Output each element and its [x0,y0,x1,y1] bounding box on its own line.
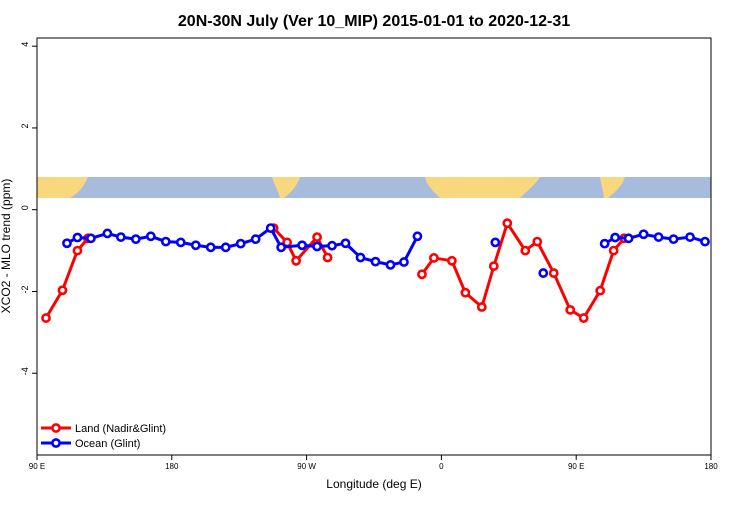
data-point [190,240,201,251]
data-point [130,234,141,245]
data-point [235,238,246,249]
data-point [102,228,113,239]
data-point [145,231,156,242]
data-point [355,252,366,263]
data-point [700,236,710,247]
data-point [322,252,333,263]
data-point [41,313,51,323]
data-point [538,268,549,278]
data-point [520,245,531,256]
data-point [490,237,501,248]
x-tick-label: 90 E [568,462,584,471]
data-point [685,232,695,242]
data-point [72,232,83,243]
y-tick-label: -2 [20,285,30,293]
x-tick-label: 0 [439,462,444,471]
data-point [532,236,543,247]
x-tick-label: 180 [165,462,179,471]
x-tick-label: 180 [704,462,718,471]
data-point [565,304,576,315]
data-point [62,238,72,249]
data-point [115,232,126,242]
data-point [608,245,619,256]
series-line [44,237,90,319]
data-point [327,240,337,251]
data-point [340,238,351,249]
x-axis-label: Longitude (deg E) [326,477,421,491]
data-point [220,242,231,253]
data-point [429,253,439,263]
data-point [86,233,96,244]
data-point [399,257,409,267]
legend-label: Ocean (Glint) [75,438,140,450]
y-tick-label: 0 [20,205,30,210]
y-tick-label: 2 [20,123,30,128]
data-point [297,240,308,251]
y-axis-label: XCO2 - MLO trend (ppm) [0,179,13,314]
data-point [412,231,423,242]
data-point [291,255,302,266]
chart-title: 20N-30N July (Ver 10_MIP) 2015-01-01 to … [178,13,570,30]
data-point [276,242,287,253]
data-point [160,236,171,247]
data-point [250,234,261,245]
data-point [610,232,621,243]
data-point [265,223,276,234]
legend-marker [51,438,61,448]
data-point [476,302,487,312]
data-point [417,269,427,280]
data-point [175,237,186,248]
legend-label: Land (Nadir&Glint) [75,423,166,435]
data-point [370,256,381,267]
data-point [312,232,322,242]
data-point [548,268,559,278]
data-point [668,234,679,245]
data-point [460,287,471,298]
series-line [420,219,626,321]
y-tick-label: 4 [20,42,30,47]
data-point [57,285,68,296]
plot-frame [36,37,712,456]
x-tick-label: 90 W [297,462,316,471]
data-point [446,255,457,266]
data-point [312,241,322,252]
data-point [595,285,606,296]
x-tick-label: 90 E [29,462,45,471]
data-point [488,261,499,272]
data-point [385,259,396,270]
data-point [205,242,216,253]
data-point [623,233,634,244]
data-point [502,218,513,229]
data-point [72,245,83,256]
map-strip [37,177,711,198]
legend-marker [51,423,61,433]
data-point [638,229,649,240]
data-point [578,313,589,323]
y-tick-label: -4 [20,367,30,375]
data-point [653,232,664,242]
data-point [599,238,610,249]
